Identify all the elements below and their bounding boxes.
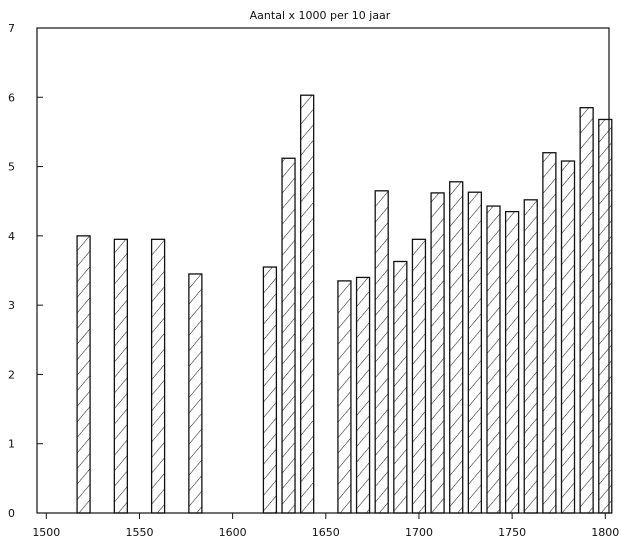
bar: [560, 160, 576, 514]
y-axis: 0 1 2 3 4 5 6 7: [8, 22, 43, 520]
y-tick-label: 6: [8, 91, 15, 104]
y-tick-label: 0: [8, 507, 15, 520]
bar: [281, 157, 296, 514]
x-tick-label: 1700: [405, 526, 433, 539]
bar: [393, 260, 408, 514]
x-tick-label: 1600: [219, 526, 247, 539]
bar: [337, 280, 352, 514]
bar: [449, 181, 464, 514]
x-tick-label: 1550: [125, 526, 153, 539]
y-tick-label: 7: [8, 22, 15, 35]
bar: [523, 199, 538, 514]
bar: [467, 191, 483, 514]
bars: [76, 94, 613, 514]
bar: [113, 238, 128, 514]
y-tick-label: 2: [8, 368, 15, 381]
bar: [430, 192, 445, 514]
y-tick-label: 5: [8, 161, 15, 174]
x-tick-label: 1750: [498, 526, 526, 539]
bar: [411, 238, 427, 514]
bar: [486, 205, 501, 514]
x-tick-label: 1500: [32, 526, 60, 539]
y-tick-label: 4: [8, 230, 15, 243]
x-tick-label: 1800: [591, 526, 619, 539]
y-tick-label: 1: [8, 438, 15, 451]
bar: [188, 273, 203, 514]
bar: [504, 210, 520, 514]
bar: [262, 266, 278, 514]
bar: [355, 276, 371, 514]
bar: [300, 94, 315, 514]
y-tick-label: 3: [8, 299, 15, 312]
bar: [76, 235, 91, 514]
bar: [374, 190, 389, 514]
bar: [598, 118, 613, 514]
x-axis: 1500 1550 1600 1650 1700 1750 1800: [32, 513, 619, 539]
chart-title: Aantal x 1000 per 10 jaar: [250, 9, 391, 22]
bar: [150, 238, 166, 514]
bar: [542, 152, 557, 514]
bar: [579, 107, 594, 514]
x-tick-label: 1650: [312, 526, 340, 539]
